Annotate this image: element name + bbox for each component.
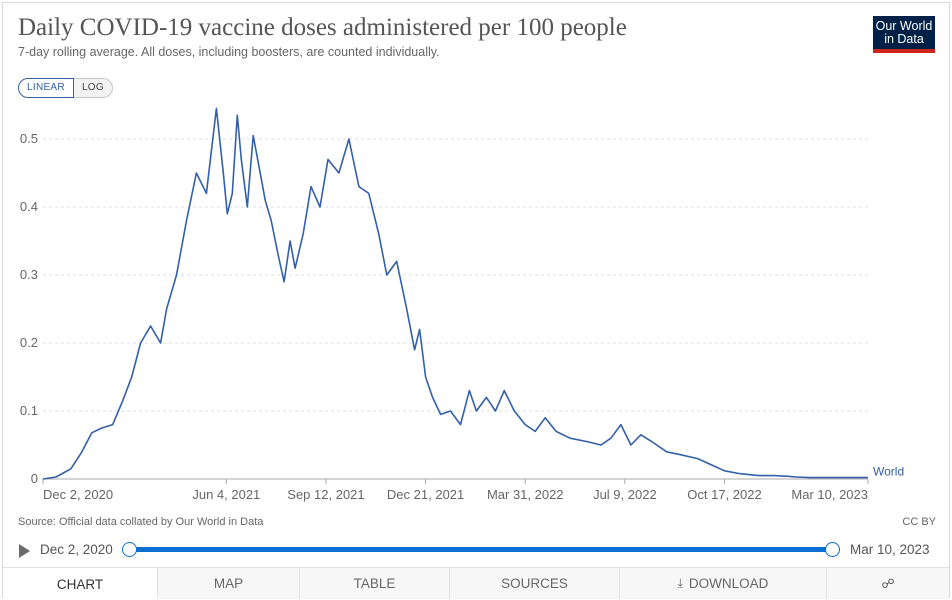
play-icon[interactable] (19, 544, 30, 558)
chart-subtitle: 7-day rolling average. All doses, includ… (18, 45, 440, 59)
timeline-slider: Dec 2, 2020 Mar 10, 2023 (0, 540, 952, 562)
log-scale-button[interactable]: LOG (73, 78, 113, 98)
y-tick-label: 0.3 (20, 267, 38, 282)
x-tick-label: Sep 12, 2021 (287, 487, 364, 502)
logo-line-1: Our World (875, 19, 933, 33)
y-tick-label: 0.4 (20, 199, 38, 214)
logo-line-2: in Data (884, 32, 924, 46)
chart-title: Daily COVID-19 vaccine doses administere… (18, 14, 627, 41)
x-tick-label: Dec 2, 2020 (43, 487, 113, 502)
series-line-world[interactable] (42, 107, 868, 480)
x-tick-label: Jun 4, 2021 (192, 487, 260, 502)
timeline-end-handle[interactable] (825, 542, 840, 557)
linear-scale-button[interactable]: LINEAR (18, 78, 74, 98)
tab-download[interactable]: ⤓ DOWNLOAD (619, 568, 826, 599)
tab-map[interactable]: MAP (157, 568, 299, 599)
tab-bar: CHART MAP TABLE SOURCES ⤓ DOWNLOAD ☍ (3, 567, 949, 599)
line-chart: 0 0.1 0.2 0.3 0.4 0.5 Dec 2, 2020 Jun 4, 2021 Se… (20, 107, 904, 502)
scale-toggle: LINEAR LOG (18, 78, 113, 98)
tab-chart[interactable]: CHART (3, 568, 157, 599)
share-icon: ☍ (881, 575, 895, 591)
owid-logo[interactable]: Our World in Data (873, 16, 935, 53)
y-tick-label: 0.2 (20, 335, 38, 350)
x-tick-label: Mar 31, 2022 (487, 487, 564, 502)
tab-download-label: DOWNLOAD (688, 576, 769, 591)
tab-table[interactable]: TABLE (299, 568, 449, 599)
series-label-world[interactable]: World (873, 465, 904, 479)
x-tick-label: Jul 9, 2022 (593, 487, 657, 502)
y-tick-label: 0 (31, 471, 38, 486)
license-link[interactable]: CC BY (902, 516, 936, 528)
y-tick-label: 0.1 (20, 403, 38, 418)
tab-sources[interactable]: SOURCES (449, 568, 619, 599)
download-icon: ⤓ (677, 576, 683, 590)
timeline-end-label: Mar 10, 2023 (850, 542, 930, 557)
x-tick-label: Oct 17, 2022 (687, 487, 761, 502)
y-tick-label: 0.5 (20, 131, 38, 146)
source-note[interactable]: Source: Official data collated by Our Wo… (18, 516, 264, 528)
share-button[interactable]: ☍ (826, 568, 949, 599)
timeline-start-handle[interactable] (122, 542, 137, 557)
timeline-track[interactable] (128, 547, 834, 552)
x-tick-label: Mar 10, 2023 (791, 487, 868, 502)
x-tick-label: Dec 21, 2021 (387, 487, 464, 502)
timeline-start-label: Dec 2, 2020 (40, 542, 113, 557)
